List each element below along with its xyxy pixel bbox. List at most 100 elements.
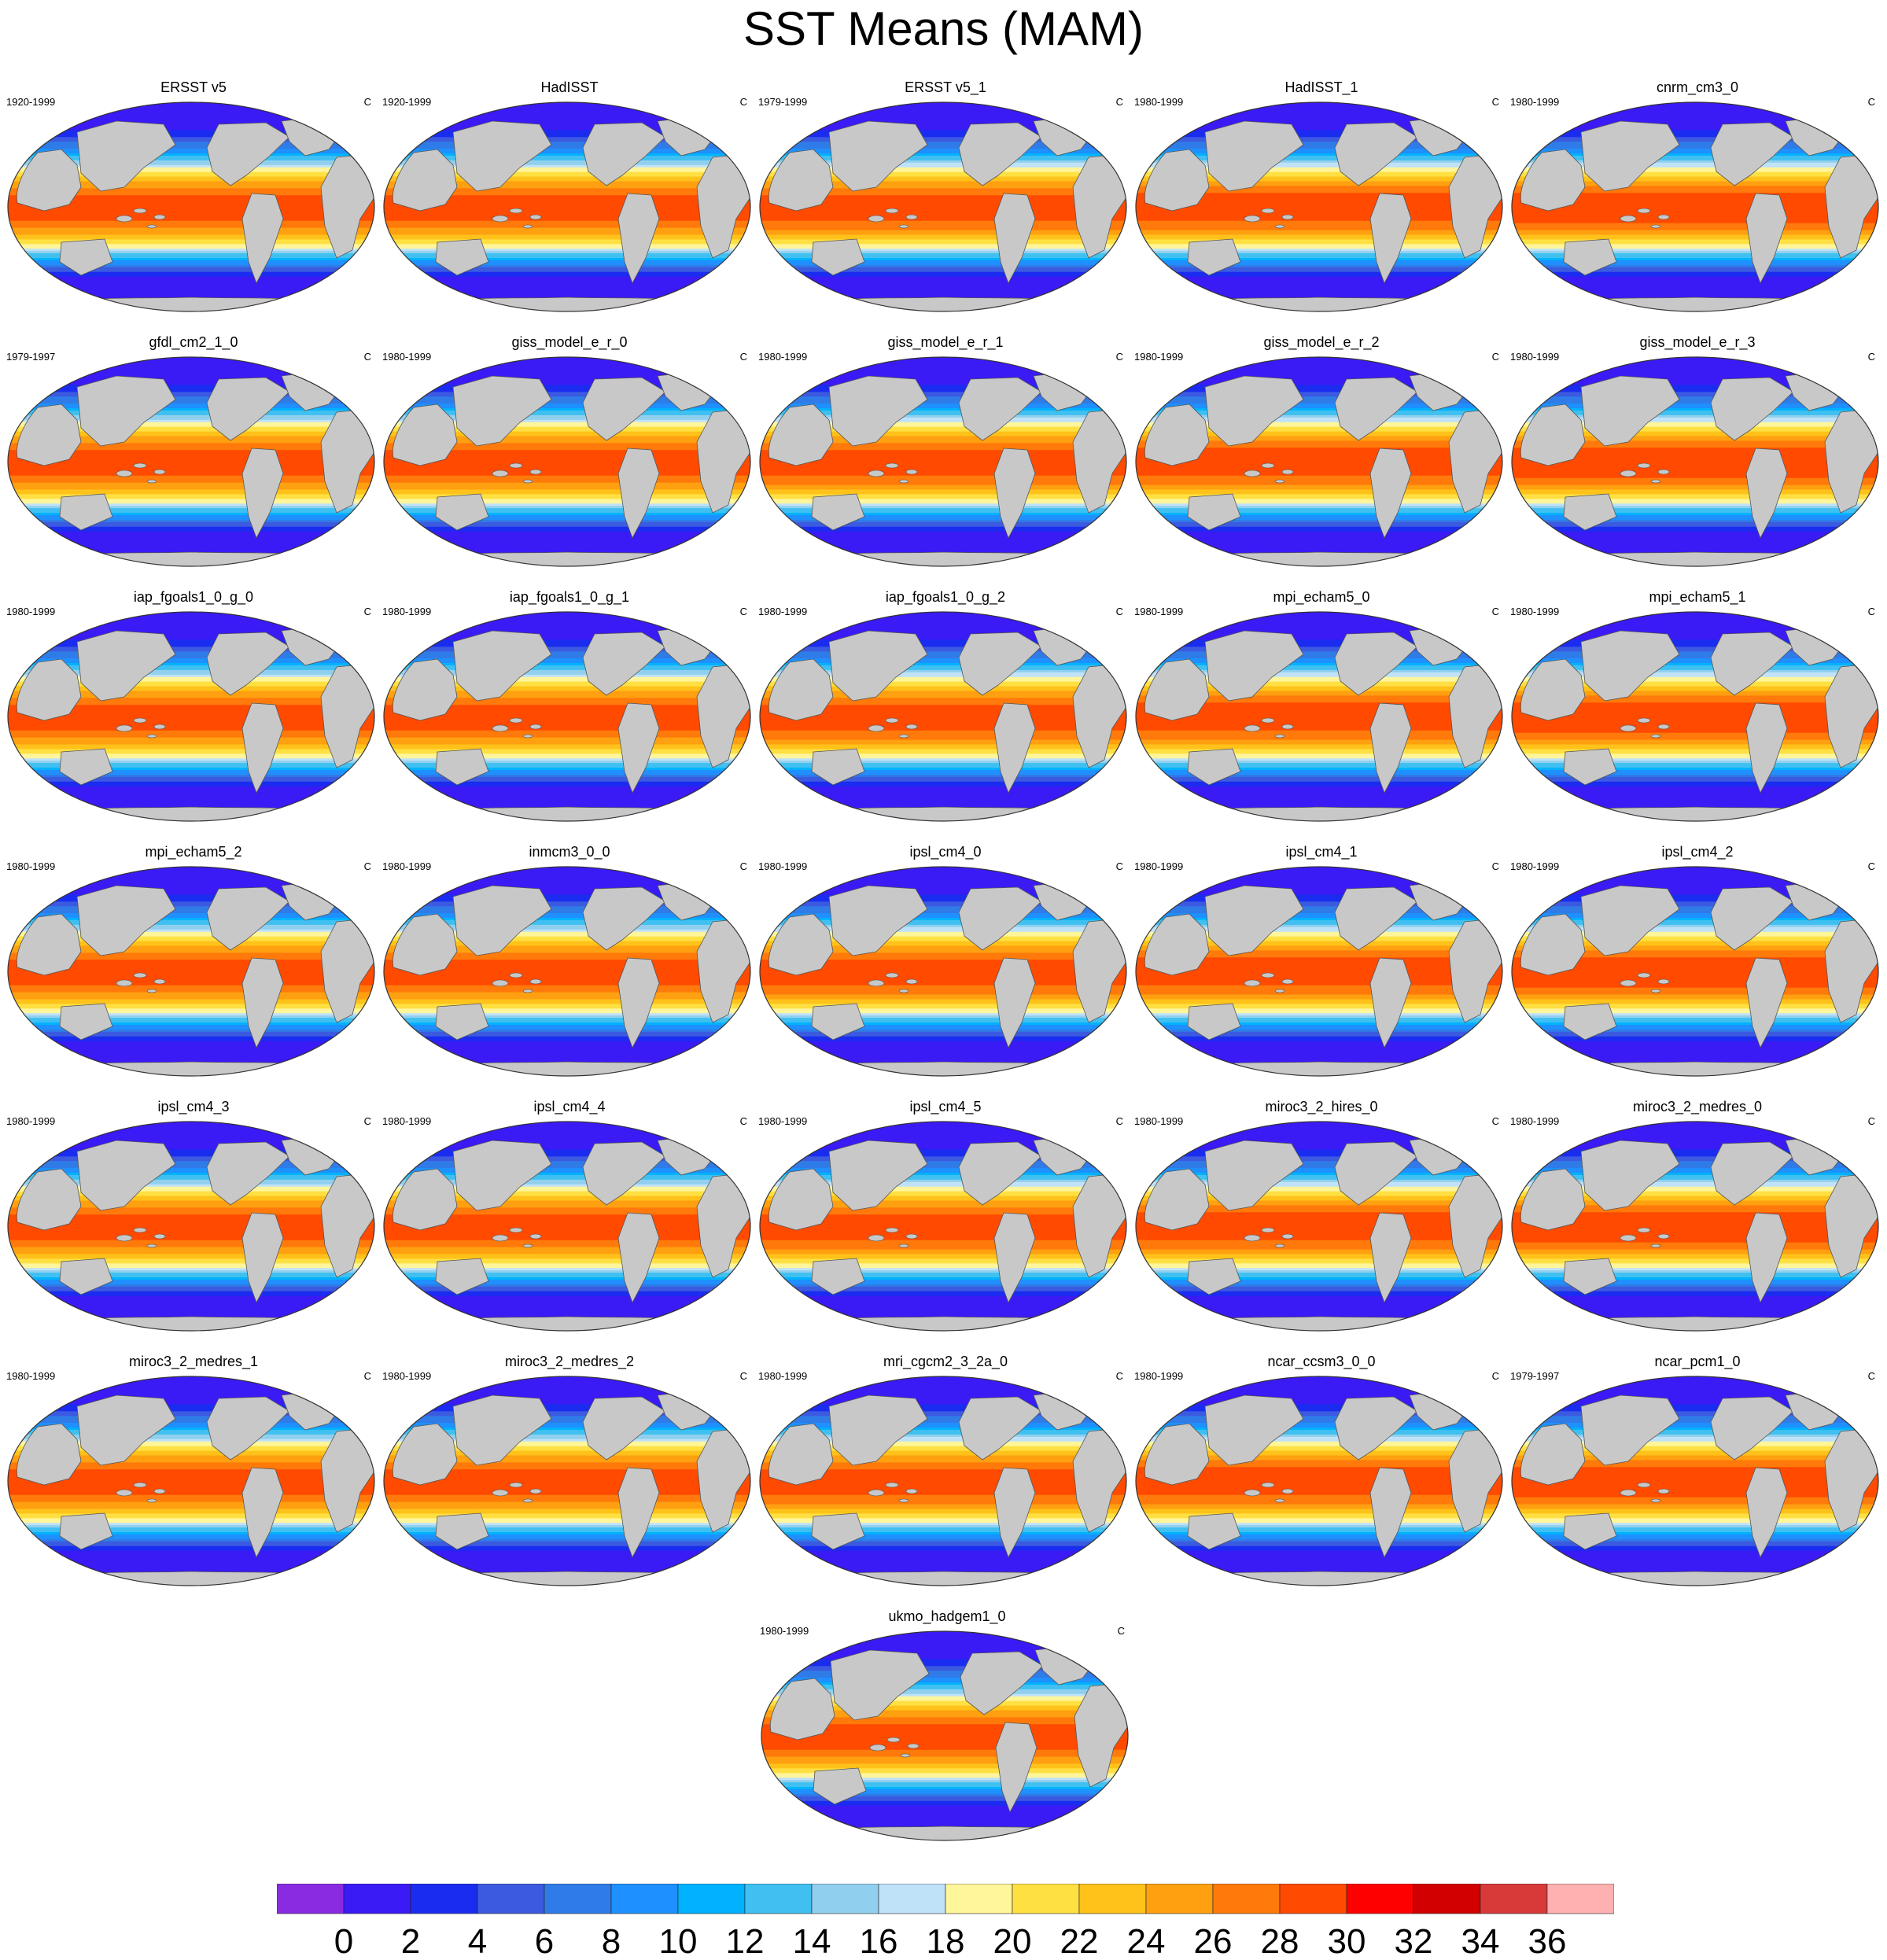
sst-band xyxy=(8,1492,374,1496)
sst-band xyxy=(8,1464,374,1468)
sst-band xyxy=(384,176,750,180)
sst-band xyxy=(1512,538,1878,542)
sst-band xyxy=(384,392,750,395)
land-mass xyxy=(76,375,176,447)
sst-band xyxy=(8,457,374,460)
land-mass xyxy=(1177,1316,1465,1331)
sst-band xyxy=(1512,399,1878,402)
sst-band xyxy=(760,882,1126,886)
sst-band xyxy=(384,1235,750,1239)
sst-band xyxy=(8,1205,374,1208)
sst-band xyxy=(760,1228,1126,1232)
land-mass xyxy=(16,658,82,721)
sst-band xyxy=(1136,1305,1502,1309)
sst-band xyxy=(384,1392,750,1396)
sst-band xyxy=(1136,426,1502,430)
sst-band xyxy=(1136,1376,1502,1380)
sst-band xyxy=(760,728,1126,731)
sst-band xyxy=(8,368,374,372)
sst-band xyxy=(384,188,750,191)
map-panel: mpi_echam5_0 1980-1999 C xyxy=(1134,588,1509,832)
sst-band xyxy=(384,1485,750,1489)
sst-band xyxy=(760,1205,1126,1208)
sst-band xyxy=(760,380,1126,384)
land-mass xyxy=(392,403,458,466)
sst-band xyxy=(760,422,1126,426)
sst-band xyxy=(1512,798,1878,801)
sst-band xyxy=(8,169,374,173)
sst-band xyxy=(8,359,374,363)
sst-band xyxy=(1512,1142,1878,1146)
sst-band xyxy=(8,241,374,245)
land-mass xyxy=(425,297,713,311)
sst-band xyxy=(384,1128,750,1132)
sst-band xyxy=(760,776,1126,780)
sst-band xyxy=(761,1810,1128,1814)
sst-band xyxy=(8,494,374,497)
sst-band xyxy=(1136,1527,1502,1531)
land-mass xyxy=(1334,377,1418,441)
sst-band xyxy=(384,761,750,764)
sst-map xyxy=(7,1376,375,1586)
sst-band xyxy=(1512,686,1878,690)
sst-band xyxy=(1136,686,1502,690)
sst-band xyxy=(1136,663,1502,666)
sst-band xyxy=(384,950,750,953)
sst-band xyxy=(1136,656,1502,659)
island xyxy=(529,1233,542,1240)
sst-band xyxy=(1512,669,1878,673)
sst-band xyxy=(1136,1033,1502,1037)
sst-band xyxy=(8,1137,374,1141)
sst-band xyxy=(384,378,750,381)
sst-band xyxy=(760,179,1126,182)
sst-band xyxy=(1136,1564,1502,1568)
sst-band xyxy=(760,781,1126,785)
sst-band xyxy=(1136,195,1502,198)
map-panel: HadISST 1920-1999 C xyxy=(382,79,757,322)
colorbar-tick-label: 22 xyxy=(1060,1922,1099,1958)
map-outline xyxy=(1511,611,1879,822)
sst-band xyxy=(8,1506,374,1510)
island xyxy=(529,978,542,985)
sst-band xyxy=(8,134,374,138)
sst-band xyxy=(8,1221,374,1225)
sst-band xyxy=(1136,204,1502,208)
sst-band xyxy=(760,1041,1126,1044)
sst-band xyxy=(8,262,374,266)
sst-band xyxy=(1512,632,1878,636)
sst-band xyxy=(384,774,750,778)
map-outline xyxy=(7,1121,375,1332)
sst-band xyxy=(1512,167,1878,171)
land-mass xyxy=(1563,1003,1617,1041)
sst-band xyxy=(8,1156,374,1159)
sst-band xyxy=(760,406,1126,409)
sst-band xyxy=(1136,1123,1502,1127)
land-mass xyxy=(1369,448,1412,539)
sst-band xyxy=(384,1230,750,1234)
land-mass xyxy=(49,1316,337,1331)
sst-band xyxy=(384,109,750,112)
sst-band xyxy=(8,1256,374,1259)
sst-band xyxy=(1136,931,1502,935)
sst-band xyxy=(1512,1562,1878,1565)
panel-unit: C xyxy=(739,860,747,872)
sst-band xyxy=(1512,732,1878,736)
sst-band xyxy=(1136,765,1502,768)
sst-map xyxy=(759,1121,1127,1332)
sst-band xyxy=(760,283,1126,287)
sst-band xyxy=(760,216,1126,219)
sst-band xyxy=(760,639,1126,643)
sst-band xyxy=(1512,1277,1878,1280)
sst-band xyxy=(1136,1212,1502,1215)
sst-band xyxy=(384,758,750,761)
sst-band xyxy=(8,276,374,280)
sst-band xyxy=(1136,494,1502,497)
sst-band xyxy=(760,1251,1126,1255)
sst-band xyxy=(384,1293,750,1297)
sst-band xyxy=(760,1133,1126,1137)
panel-period: 1980-1999 xyxy=(382,860,432,872)
sst-band xyxy=(1136,1174,1502,1178)
panel-unit: C xyxy=(363,860,371,872)
sst-band xyxy=(1136,137,1502,140)
island xyxy=(522,224,533,229)
